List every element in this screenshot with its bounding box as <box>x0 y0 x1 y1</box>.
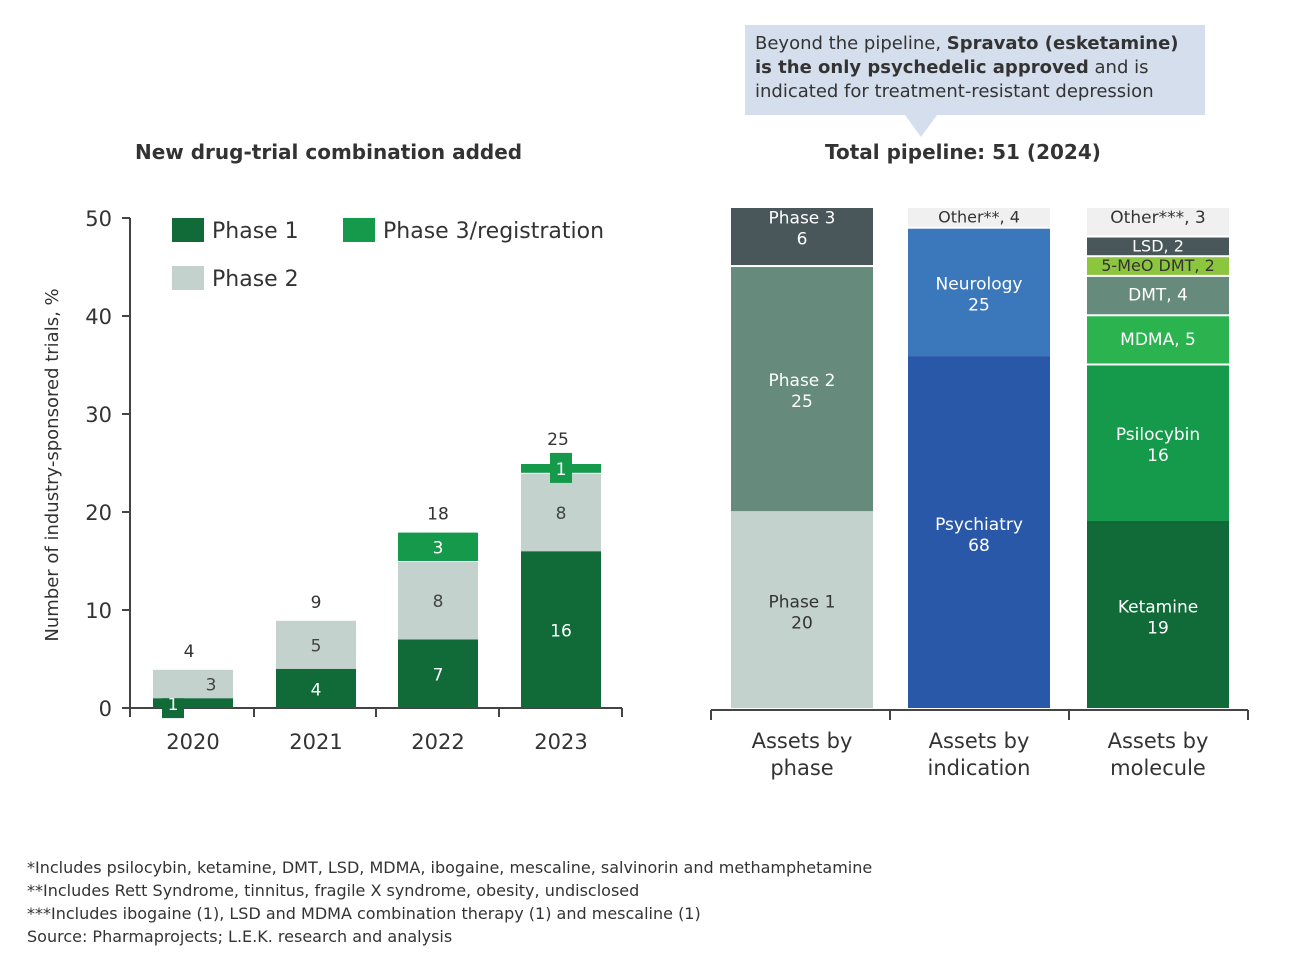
category-label-line2: phase <box>770 756 833 780</box>
footnote-1: *Includes psilocybin, ketamine, DMT, LSD… <box>27 858 873 877</box>
x-tick-label: 2020 <box>166 730 219 754</box>
category-label: Assets by <box>929 729 1030 753</box>
data-label: 1 <box>168 695 179 715</box>
data-label: 16 <box>550 622 572 642</box>
segment-value: 25 <box>968 295 990 315</box>
segment-phase-3 <box>731 208 873 266</box>
footnote-2: **Includes Rett Syndrome, tinnitus, frag… <box>27 881 640 900</box>
segment-ketamine <box>1087 520 1229 708</box>
left-chart-title: New drug-trial combination added <box>135 140 523 164</box>
category-label: Assets by <box>1108 729 1209 753</box>
segment-neurology <box>908 228 1050 357</box>
segment-label: Other***, 3 <box>1110 208 1205 228</box>
bar-phase-2 <box>398 562 478 640</box>
bar-phase-1 <box>521 551 601 708</box>
y-tick-label: 0 <box>99 697 112 721</box>
bar-phase-2 <box>153 669 233 699</box>
data-label: 8 <box>433 592 444 612</box>
segment-value: 25 <box>791 392 813 412</box>
y-tick-label: 10 <box>85 599 112 623</box>
legend-label: Phase 2 <box>212 267 299 292</box>
segment-label: Psilocybin <box>1116 425 1200 445</box>
segment-other- <box>908 208 1050 227</box>
segment-5-meo-dmt <box>1087 257 1229 275</box>
segment-phase-2 <box>731 267 873 512</box>
x-tick-label: 2023 <box>534 730 587 754</box>
segment-value: 68 <box>968 536 990 556</box>
data-label: 3 <box>206 676 217 696</box>
bar-phase-3-registration <box>398 532 478 561</box>
segment-label: MDMA, 5 <box>1120 330 1196 350</box>
data-label: 7 <box>433 666 444 686</box>
segment-label: Phase 1 <box>769 593 836 613</box>
segment-label: Neurology <box>936 274 1023 294</box>
y-tick-label: 40 <box>85 305 112 329</box>
chart-canvas: 0 10 20 30 40 50 Number of industry-sponsored … <box>42 207 1249 780</box>
category-label-line2: indication <box>928 756 1031 780</box>
segment-label: Other**, 4 <box>938 207 1020 226</box>
bar-phase-1 <box>276 668 356 708</box>
small-value-box <box>550 452 572 483</box>
legend-label: Phase 3/registration <box>383 219 604 244</box>
bar-phase-2 <box>521 473 601 552</box>
segment-label: Phase 2 <box>769 371 836 391</box>
y-tick-label: 30 <box>85 403 112 427</box>
callout-text: Beyond the pipeline, <box>755 33 947 54</box>
legend-swatch <box>172 218 204 242</box>
legend-swatch <box>343 218 375 242</box>
data-label: 4 <box>311 680 322 700</box>
segment-dmt <box>1087 276 1229 315</box>
segment-label: LSD, 2 <box>1132 236 1184 255</box>
callout-text-end: and is indicated for treatment-resistant… <box>755 57 1154 102</box>
data-label: 5 <box>311 636 322 656</box>
bar-phase-2 <box>276 620 356 669</box>
category-label-line2: molecule <box>1110 756 1206 780</box>
segment-label: 5-MeO DMT, 2 <box>1101 256 1215 275</box>
right-chart-title: Total pipeline: 51 (2024) <box>825 140 1101 164</box>
segment-mdma <box>1087 316 1229 364</box>
y-tick-label: 50 <box>85 207 112 231</box>
total-label: 18 <box>427 505 449 525</box>
callout-bold: Spravato (esketamine) is the only psyche… <box>755 33 1179 78</box>
segment-label: Ketamine <box>1118 597 1198 617</box>
data-label: 1 <box>556 460 567 480</box>
segment-psilocybin <box>1087 365 1229 521</box>
segment-lsd <box>1087 237 1229 256</box>
total-label: 9 <box>311 593 322 613</box>
y-axis-label: Number of industry-sponsored trials, % <box>42 288 63 641</box>
segment-label: Psychiatry <box>935 515 1023 535</box>
callout-box: Beyond the pipeline, Spravato (esketamin… <box>745 25 1205 137</box>
segment-label: DMT, 4 <box>1128 286 1188 306</box>
segment-label: Phase 3 <box>769 209 836 229</box>
segment-psychiatry <box>908 356 1050 708</box>
category-label: Assets by <box>752 729 853 753</box>
x-tick-label: 2022 <box>411 730 464 754</box>
legend-swatch <box>172 266 204 290</box>
bar-phase-1 <box>153 698 233 708</box>
bar-phase-1 <box>398 639 478 708</box>
total-label: 25 <box>547 430 569 450</box>
footnote-3: ***Includes ibogaine (1), LSD and MDMA c… <box>27 904 701 923</box>
y-tick-label: 20 <box>85 501 112 525</box>
data-label: 3 <box>433 538 444 558</box>
source-note: Source: Pharmaprojects; L.E.K. research … <box>27 927 453 946</box>
data-label: 8 <box>556 504 567 524</box>
segment-phase-1 <box>731 511 873 708</box>
total-label: 4 <box>184 642 195 662</box>
segment-value: 19 <box>1147 618 1169 638</box>
legend-label: Phase 1 <box>212 219 299 244</box>
segment-value: 20 <box>791 614 813 634</box>
segment-value: 16 <box>1147 446 1169 466</box>
x-tick-label: 2021 <box>289 730 342 754</box>
segment-value: 6 <box>797 230 808 250</box>
segment-other- <box>1087 208 1229 236</box>
